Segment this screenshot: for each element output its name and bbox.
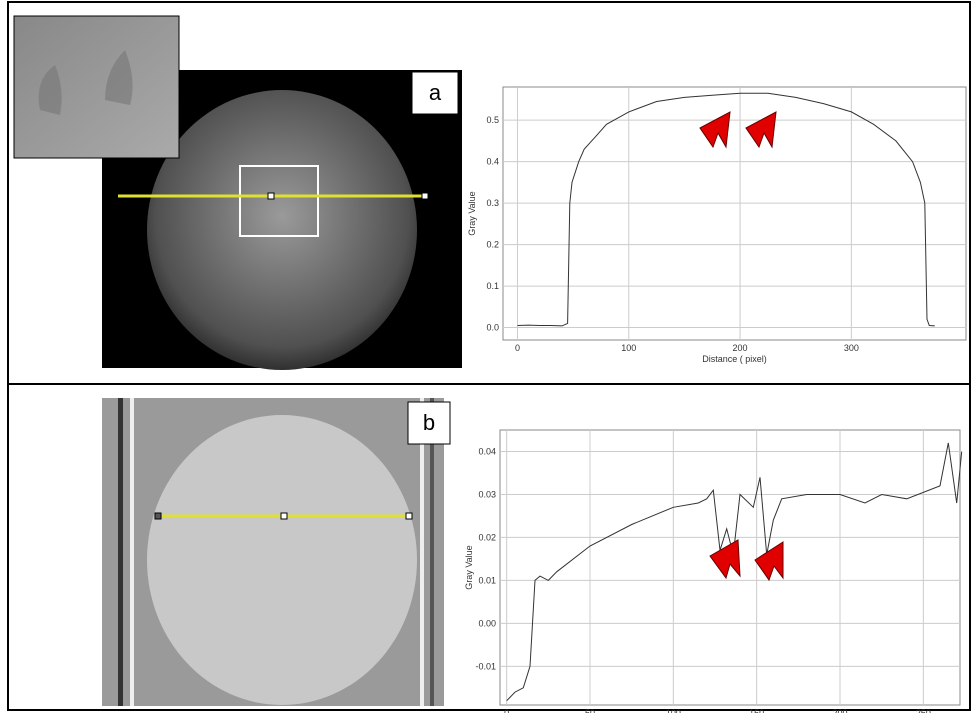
x-tick-label: 100: [621, 343, 636, 353]
arrows: [699, 111, 784, 582]
x-tick-label: 0: [515, 343, 520, 353]
y-tick-label: 0.0: [486, 323, 499, 333]
handle: [154, 512, 162, 520]
wall: [118, 398, 123, 706]
x-tick-label: 200: [733, 343, 748, 353]
frame: [7, 1, 971, 711]
y-tick-label: 0.03: [478, 489, 496, 499]
y-tick-label: 0.04: [478, 446, 496, 456]
handle: [405, 512, 413, 520]
phantom: [147, 90, 417, 370]
wall: [420, 398, 424, 706]
y-tick-label: 0.02: [478, 532, 496, 542]
wall: [430, 398, 434, 706]
roi-box: [239, 165, 319, 237]
y-axis-label: Gray Value: [467, 191, 477, 235]
profile-curve: [506, 442, 963, 702]
plot-area: [502, 86, 967, 341]
x-axis-label: Distance ( pixel): [702, 354, 767, 364]
charts: 0.0 0.1 0.2 0.3 0.4 0.5 0 100 200 300 Distance ( p…: [464, 86, 967, 718]
y-tick-label: 0.2: [486, 240, 499, 250]
x-tick-label: 300: [844, 343, 859, 353]
y-tick-label: 0.00: [478, 618, 496, 628]
y-tick-label: 0.5: [486, 115, 499, 125]
inset-feature: [38, 50, 133, 115]
arrow: [745, 111, 777, 149]
arrow: [699, 111, 731, 149]
wall: [130, 398, 134, 706]
x-tick-label: 150: [749, 708, 764, 713]
x-tick-label: 250: [916, 708, 931, 713]
y-tick-label: -0.01: [475, 661, 496, 671]
inset-image: [13, 15, 180, 159]
handle: [421, 192, 429, 200]
y-tick-label: 0.4: [486, 157, 499, 167]
x-tick-label: 200: [832, 708, 847, 713]
x-tick-label: 50: [585, 708, 595, 713]
x-tick-label: 100: [666, 708, 681, 713]
panel-label-box: [411, 71, 459, 115]
handle: [267, 192, 275, 200]
arrow: [754, 541, 784, 582]
y-tick-label: 0.01: [478, 575, 496, 585]
handle: [280, 512, 288, 520]
panel-label: b: [423, 410, 435, 435]
x-tick-label: 0: [504, 708, 509, 713]
y-axis-label: Gray Value: [464, 545, 474, 589]
arrow: [709, 539, 741, 580]
y-tick-label: 0.3: [486, 198, 499, 208]
phantom: [147, 415, 417, 705]
y-tick-label: 0.1: [486, 281, 499, 291]
panel-label-box: [407, 401, 451, 445]
plot-area: [499, 429, 961, 706]
panel-label: a: [429, 80, 442, 105]
profile-curve: [517, 92, 935, 327]
